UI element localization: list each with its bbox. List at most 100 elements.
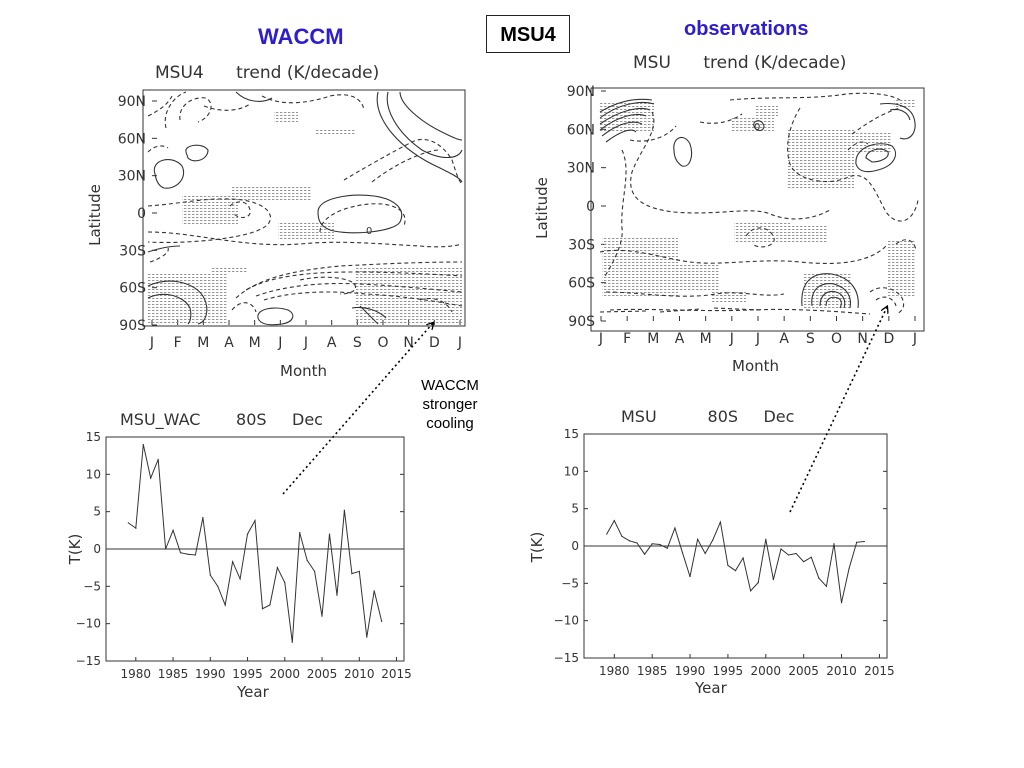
data-point [217,585,219,587]
data-point [628,540,631,542]
y-tick-label: 60S [568,276,595,292]
data-point [651,543,653,545]
x-tick-label: 1995 [232,667,263,681]
y-axis-label: T(K) [66,534,84,566]
data-point [840,602,843,604]
y-tick-label: 30N [567,161,595,177]
x-tick-label: J [598,331,603,347]
x-tick-label: 1985 [158,667,189,681]
x-tick-label: D [429,335,440,351]
y-tick-label: −15 [554,651,579,665]
y-tick-label: 0 [137,206,146,222]
data-point [366,636,368,638]
data-point [674,527,676,529]
x-tick-label: 1990 [675,664,706,678]
x-tick-label: J [277,335,282,351]
contour-lines [599,92,919,315]
x-tick-label: S [806,331,815,347]
data-point [704,552,706,555]
data-point [780,548,782,550]
data-point [613,520,615,522]
data-point [863,540,865,543]
x-axis-label: Month [280,362,327,380]
y-tick-label: 5 [571,502,579,516]
y-tick-label: −10 [554,614,579,628]
x-tick-label: J [912,331,917,347]
x-tick-label: O [377,335,388,351]
y-axis-label: Latitude [86,184,104,246]
x-tick-label: 2005 [788,664,819,678]
data-point [689,576,691,578]
y-axis-label: Latitude [533,177,551,239]
contour-chart-waccm: MSU4 trend (K/decade) J F M A M J J A S O N D J90N60… [86,63,466,380]
x-tick-label: A [675,331,685,347]
data-point [742,557,744,559]
x-tick-label: F [623,331,631,347]
x-tick-label: 2010 [826,664,857,678]
contour-lines [147,91,463,326]
data-point [127,522,129,524]
x-tick-label: M [249,335,261,351]
line-chart-observations: MSU 80S Dec 15 10 5 0 −5 −10 −15 1980 1985 1990 19… [528,407,895,697]
data-series-line [606,519,865,603]
x-tick-label: S [353,335,362,351]
contour-title: MSU4 trend (K/decade) [155,63,379,83]
x-tick-label: 1985 [637,664,668,678]
data-point [209,574,211,576]
data-point [856,541,858,543]
significance-stipple [148,112,462,324]
data-point [833,543,835,545]
y-tick-label: 60S [119,281,146,297]
data-point [284,582,286,584]
x-tick-label: D [883,331,894,347]
data-point [659,543,661,546]
x-axis-label: Month [732,357,779,375]
contour-title: MSU trend (K/decade) [633,53,846,73]
y-tick-label: 90S [568,314,595,330]
line-chart-title: MSU_WAC 80S Dec [120,410,323,430]
annotation-line-2: stronger [422,396,478,413]
data-point [299,531,301,534]
y-tick-label: −10 [76,617,101,631]
data-point [697,538,699,540]
data-point [358,570,360,573]
line-chart-body: 15 10 5 0 −5 −10 −15 1980 1985 1990 1995 2000 2005 20… [554,427,895,678]
y-tick-label: 0 [93,542,101,556]
line-chart-title: MSU 80S Dec [621,407,794,426]
x-tick-label: 1980 [121,667,152,681]
data-point [681,552,684,554]
data-point [187,553,189,555]
line-chart-body: 15 10 5 0 −5 −10 −15 1980 1985 1990 1995 2000 2005 20… [76,430,412,681]
data-point [246,533,249,535]
x-tick-label: O [831,331,842,347]
x-tick-label: 1995 [713,664,744,678]
data-point [818,577,820,579]
data-point [606,533,608,535]
x-tick-label: J [755,331,760,347]
data-point [644,553,646,555]
x-tick-label: N [403,335,413,351]
data-point [276,567,278,569]
data-point [772,579,774,581]
annotation-line-1: WACCM [421,377,479,394]
x-tick-label: 2005 [307,667,338,681]
data-point [321,615,323,617]
data-point [666,547,668,549]
data-point [803,561,805,563]
data-point [165,548,167,550]
y-tick-label: −15 [76,654,101,668]
contour-chart-observations: MSU trend (K/decade) J F M A M J J A S O N D J90N60N… [533,53,925,375]
x-tick-label: M [647,331,659,347]
data-point [232,561,234,563]
data-series-line [128,444,383,643]
x-tick-label: 2010 [344,667,375,681]
data-point [825,585,828,587]
y-tick-label: 5 [93,505,101,519]
data-point [142,443,144,446]
data-point [291,641,293,643]
contour-label: 0 [754,122,760,133]
data-point [343,509,345,511]
x-tick-label: F [174,335,182,351]
y-tick-label: 10 [564,464,579,478]
